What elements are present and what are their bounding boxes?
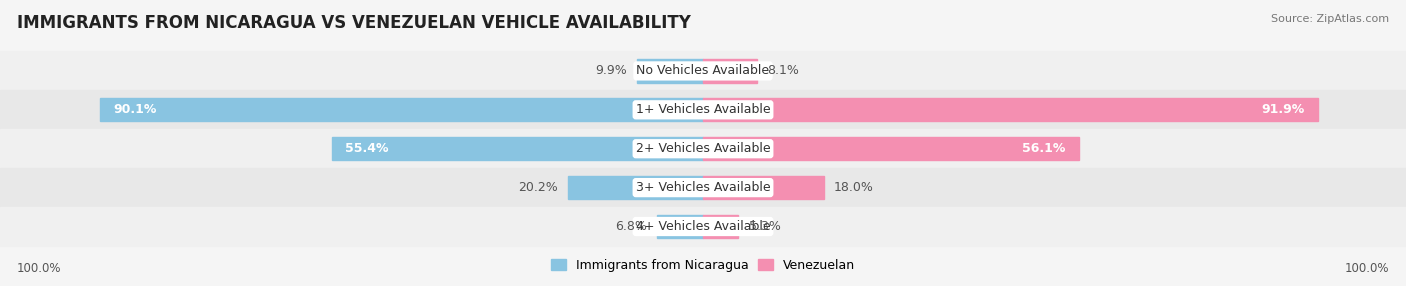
Bar <box>703 98 1319 122</box>
Text: 9.9%: 9.9% <box>595 64 627 78</box>
Bar <box>0 90 1406 129</box>
Legend: Immigrants from Nicaragua, Venezuelan: Immigrants from Nicaragua, Venezuelan <box>546 254 860 277</box>
Bar <box>0 129 1406 168</box>
Bar <box>637 59 703 83</box>
Text: IMMIGRANTS FROM NICARAGUA VS VENEZUELAN VEHICLE AVAILABILITY: IMMIGRANTS FROM NICARAGUA VS VENEZUELAN … <box>17 14 690 32</box>
Text: 90.1%: 90.1% <box>112 103 156 116</box>
Text: 100.0%: 100.0% <box>17 262 62 275</box>
Text: 20.2%: 20.2% <box>517 181 558 194</box>
Text: 91.9%: 91.9% <box>1261 103 1305 116</box>
Text: Source: ZipAtlas.com: Source: ZipAtlas.com <box>1271 14 1389 24</box>
Bar <box>658 215 703 238</box>
Bar <box>100 98 703 122</box>
Bar <box>703 137 1078 160</box>
Bar <box>0 168 1406 207</box>
Text: 56.1%: 56.1% <box>1022 142 1066 155</box>
Text: 1+ Vehicles Available: 1+ Vehicles Available <box>636 103 770 116</box>
Bar <box>703 215 738 238</box>
Text: 2+ Vehicles Available: 2+ Vehicles Available <box>636 142 770 155</box>
Text: 6.8%: 6.8% <box>616 220 647 233</box>
Text: 3+ Vehicles Available: 3+ Vehicles Available <box>636 181 770 194</box>
Text: No Vehicles Available: No Vehicles Available <box>637 64 769 78</box>
Text: 8.1%: 8.1% <box>768 64 799 78</box>
Bar <box>0 51 1406 90</box>
Text: 18.0%: 18.0% <box>834 181 873 194</box>
Bar <box>703 59 758 83</box>
Bar <box>332 137 703 160</box>
Bar <box>703 176 824 199</box>
Bar <box>0 207 1406 246</box>
Text: 100.0%: 100.0% <box>1344 262 1389 275</box>
Text: 4+ Vehicles Available: 4+ Vehicles Available <box>636 220 770 233</box>
Text: 5.3%: 5.3% <box>748 220 780 233</box>
Text: 55.4%: 55.4% <box>346 142 389 155</box>
Bar <box>568 176 703 199</box>
